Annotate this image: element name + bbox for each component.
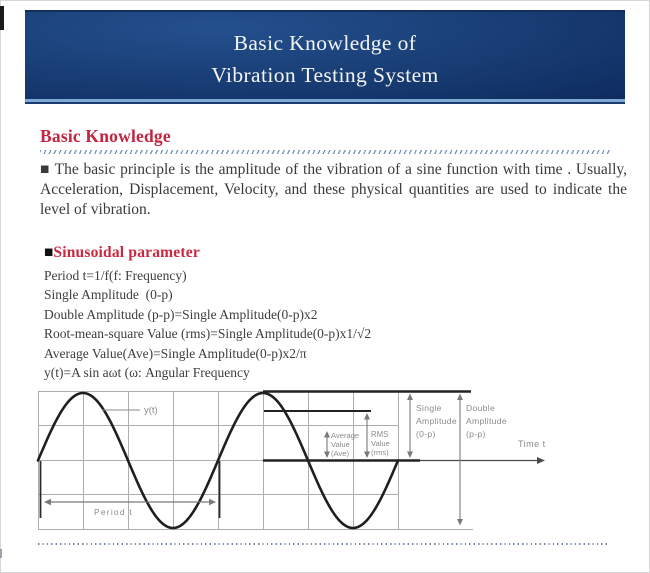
single-arrowhead-up-icon [407, 393, 413, 400]
double-arrowhead-down-icon [457, 519, 463, 526]
period-label: Period t [94, 507, 133, 517]
double-amplitude-label-3: (p-p) [466, 429, 486, 439]
slide-title-line1: Basic Knowledge of [233, 31, 417, 55]
rms-label-3: (rms) [371, 448, 389, 457]
single-amplitude-label-2: Amplitude [416, 416, 457, 426]
rms-arrowhead-up-icon [364, 413, 370, 420]
rms-label-2: Value [371, 439, 390, 448]
sinusoidal-parameter-label: Sinusoidal parameter [53, 244, 200, 261]
time-axis-label: Time t [518, 439, 546, 449]
single-arrowhead-down-icon [407, 451, 413, 458]
parameter-line-period: Period t=1/f(f: Frequency) [44, 268, 187, 283]
single-amplitude-label-1: Single [416, 403, 442, 413]
slide-title: Basic Knowledge of Vibration Testing Sys… [25, 12, 625, 91]
rms-arrowhead-down-icon [364, 451, 370, 458]
average-label-2: Value [331, 440, 350, 449]
average-label-1: Average [331, 431, 359, 440]
intro-paragraph: ■ The basic principle is the amplitude o… [40, 161, 627, 218]
rms-label-1: RMS [371, 430, 388, 439]
parameter-line-equation: y(t)=A sin aωt (ω: Angular Frequency [44, 365, 250, 381]
title-banner: Basic Knowledge of Vibration Testing Sys… [25, 10, 625, 101]
square-bullet-icon: ■ [44, 244, 54, 261]
left-edge-mark-bottom-icon [0, 549, 2, 558]
period-arrowhead-right-icon [209, 498, 216, 506]
double-arrowhead-up-icon [457, 393, 463, 400]
double-amplitude-label-2: Amplitude [466, 416, 507, 426]
period-arrowhead-left-icon [44, 498, 51, 506]
sinusoidal-parameter-heading: ■Sinusoidal parameter [44, 244, 200, 262]
average-arrowhead-up-icon [324, 431, 330, 438]
banner-underline-light [25, 99, 625, 102]
parameter-line-rms: Root-mean-square Value (rms)=Single Ampl… [44, 326, 372, 342]
yt-label: y(t) [144, 405, 158, 416]
parameter-line-double-amplitude: Double Amplitude (p-p)=Single Amplitude(… [44, 306, 318, 322]
average-label-3: (Ave) [331, 449, 349, 458]
banner-underline-dark [25, 102, 625, 104]
average-arrowhead-down-icon [324, 451, 330, 458]
dotted-separator [40, 150, 612, 154]
dotted-footer-line [38, 543, 609, 545]
single-amplitude-label-3: (0-p) [416, 429, 436, 439]
slide-title-line2: Vibration Testing System [211, 63, 439, 87]
sine-wave [36, 391, 400, 530]
parameter-list: Period t=1/f(f: Frequency) Single Amplit… [44, 266, 371, 382]
time-axis-arrowhead-icon [537, 457, 545, 464]
sine-wave-diagram: y(t) Period t Average Value (Ave) RMS Va… [36, 390, 546, 530]
parameter-line-average: Average Value(Ave)=Single Amplitude(0-p)… [44, 345, 307, 361]
parameter-line-single-amplitude: Single Amplitude (0-p) [44, 287, 173, 303]
section-heading: Basic Knowledge [40, 126, 171, 146]
double-amplitude-label-1: Double [466, 403, 495, 413]
left-edge-mark-icon [0, 6, 4, 30]
